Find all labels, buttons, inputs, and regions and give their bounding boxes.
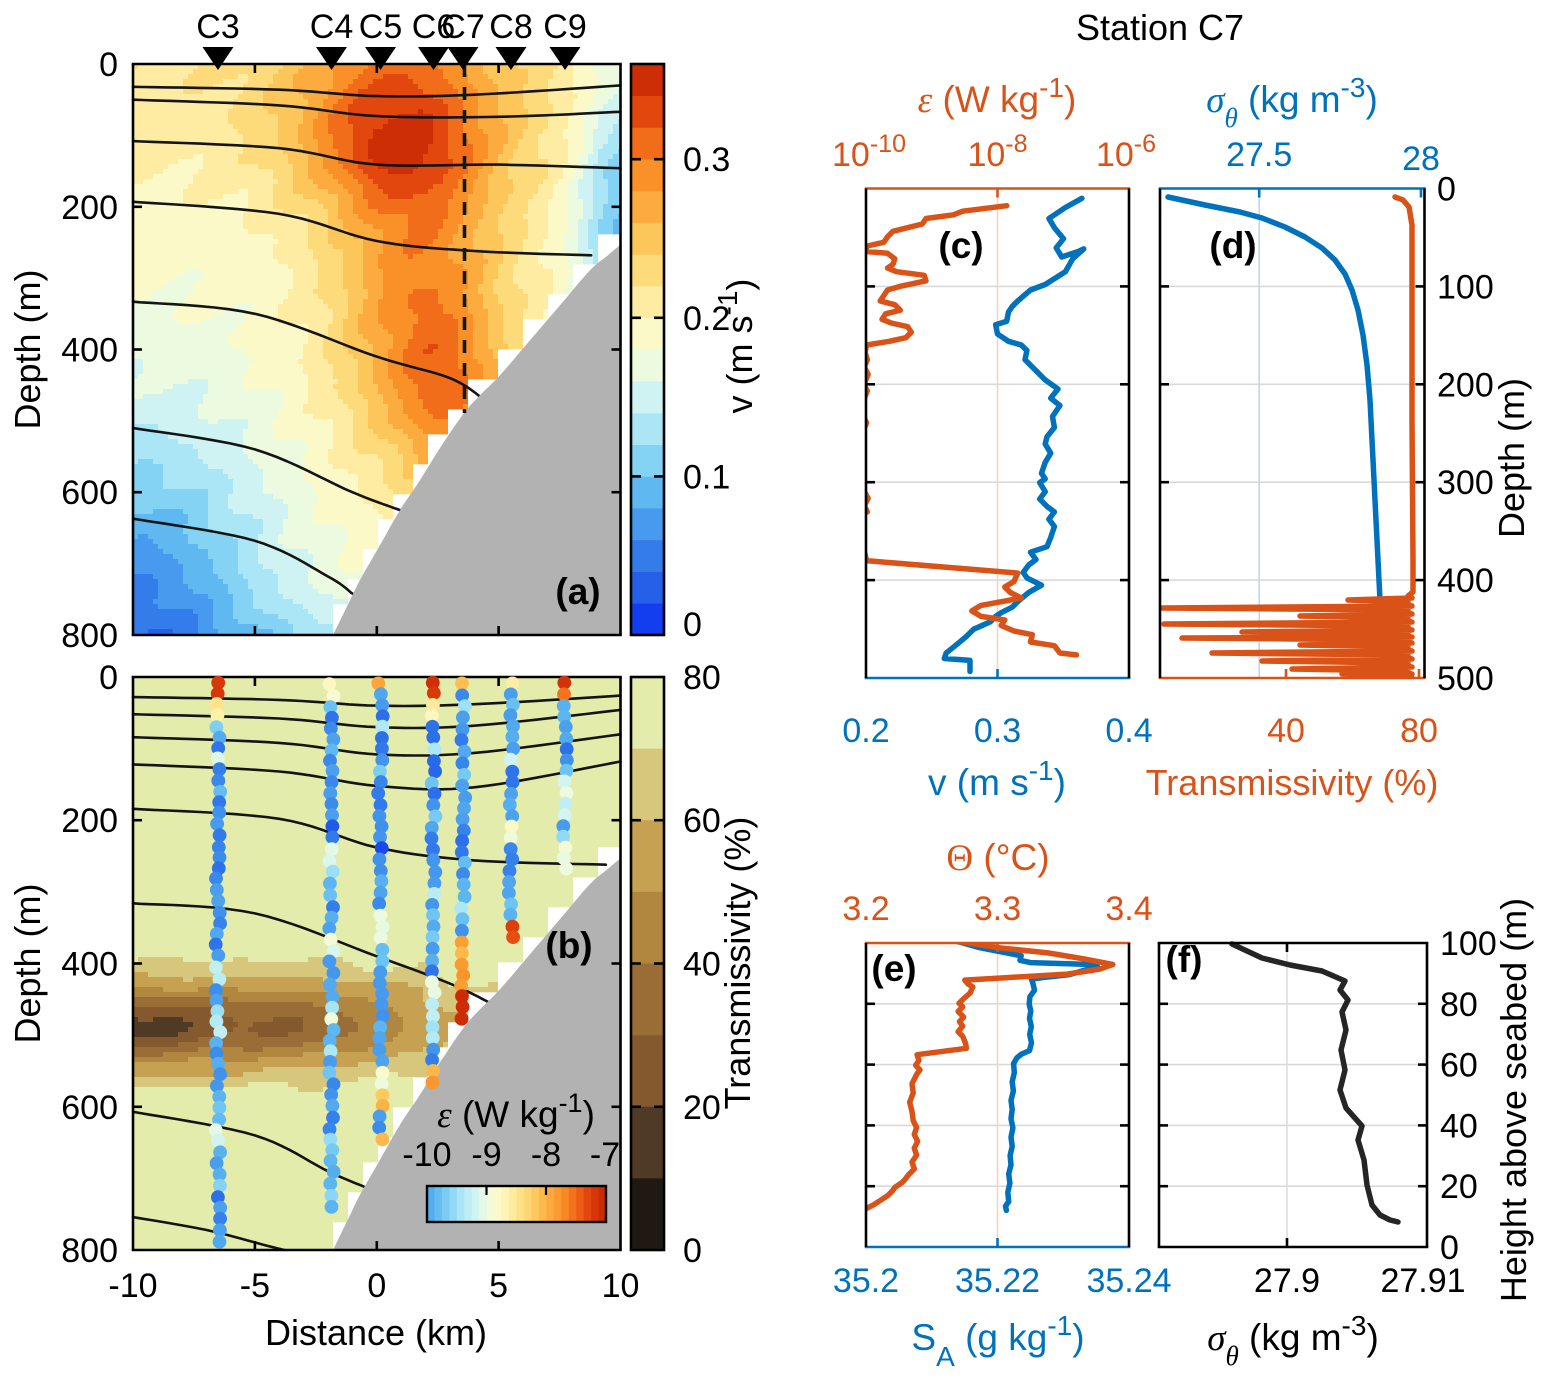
- svg-text:(c): (c): [938, 225, 983, 266]
- svg-text:(f): (f): [1166, 939, 1203, 980]
- svg-text:80: 80: [683, 659, 721, 697]
- svg-text:Station C7: Station C7: [1076, 7, 1244, 48]
- svg-text:Depth (m): Depth (m): [7, 883, 48, 1043]
- svg-text:0: 0: [1437, 171, 1456, 209]
- svg-text:-10: -10: [108, 1267, 157, 1305]
- svg-text:0: 0: [99, 46, 118, 84]
- svg-text:400: 400: [61, 946, 118, 984]
- svg-text:-7: -7: [590, 1136, 620, 1174]
- svg-text:v (m s-1): v (m s-1): [928, 755, 1066, 804]
- svg-text:0.2: 0.2: [842, 712, 889, 750]
- svg-text:60: 60: [683, 802, 721, 840]
- svg-text:Transmissivity (%): Transmissivity (%): [1146, 762, 1439, 803]
- svg-text:500: 500: [1437, 660, 1494, 698]
- svg-text:C9: C9: [543, 8, 586, 46]
- svg-text:100: 100: [1437, 268, 1494, 306]
- svg-text:-5: -5: [240, 1267, 270, 1305]
- svg-text:3.4: 3.4: [1105, 890, 1152, 928]
- svg-text:5: 5: [489, 1267, 508, 1305]
- svg-text:300: 300: [1437, 464, 1494, 502]
- svg-text:100: 100: [1440, 925, 1497, 963]
- svg-text:20: 20: [1440, 1168, 1478, 1206]
- svg-text:0: 0: [99, 659, 118, 697]
- svg-text:0: 0: [683, 1232, 702, 1270]
- svg-text:C3: C3: [196, 8, 239, 46]
- svg-text:3.3: 3.3: [974, 890, 1021, 928]
- svg-text:27.5: 27.5: [1226, 136, 1292, 174]
- svg-text:-8: -8: [531, 1136, 561, 1174]
- svg-text:Depth (m): Depth (m): [7, 269, 48, 429]
- svg-text:600: 600: [61, 474, 118, 512]
- svg-text:ε (W kg-1): ε (W kg-1): [918, 72, 1077, 122]
- svg-text:3.2: 3.2: [842, 890, 889, 928]
- svg-text:0.2: 0.2: [683, 300, 730, 338]
- svg-text:60: 60: [1440, 1047, 1478, 1085]
- svg-text:C7: C7: [441, 8, 484, 46]
- svg-text:(d): (d): [1209, 225, 1256, 266]
- svg-text:80: 80: [1440, 986, 1478, 1024]
- svg-text:C4: C4: [310, 8, 353, 46]
- svg-text:35.24: 35.24: [1086, 1262, 1171, 1300]
- svg-text:0: 0: [1440, 1229, 1459, 1267]
- svg-text:600: 600: [61, 1089, 118, 1127]
- svg-text:Distance (km): Distance (km): [265, 1312, 487, 1353]
- svg-text:800: 800: [61, 617, 118, 655]
- svg-text:0: 0: [367, 1267, 386, 1305]
- svg-text:Height above seabed (m): Height above seabed (m): [1493, 898, 1534, 1302]
- svg-text:40: 40: [683, 946, 721, 984]
- svg-text:Depth (m): Depth (m): [1491, 378, 1532, 538]
- svg-text:35.22: 35.22: [955, 1262, 1040, 1300]
- svg-text:C6: C6: [412, 8, 455, 46]
- svg-text:10: 10: [602, 1267, 640, 1305]
- svg-text:20: 20: [683, 1089, 721, 1127]
- svg-text:200: 200: [61, 802, 118, 840]
- svg-text:200: 200: [61, 189, 118, 227]
- svg-text:400: 400: [61, 332, 118, 370]
- svg-text:C8: C8: [489, 8, 532, 46]
- svg-text:35.2: 35.2: [833, 1262, 899, 1300]
- svg-text:(a): (a): [555, 571, 600, 612]
- svg-text:27.9: 27.9: [1254, 1262, 1320, 1300]
- svg-text:40: 40: [1440, 1107, 1478, 1145]
- svg-text:80: 80: [1400, 712, 1438, 750]
- svg-text:400: 400: [1437, 562, 1494, 600]
- svg-text:27.91: 27.91: [1380, 1262, 1465, 1300]
- svg-text:0: 0: [683, 606, 702, 644]
- svg-text:28: 28: [1402, 140, 1440, 178]
- svg-text:200: 200: [1437, 366, 1494, 404]
- svg-text:0.3: 0.3: [974, 712, 1021, 750]
- svg-text:(b): (b): [545, 925, 592, 966]
- svg-text:10-10: 10-10: [832, 130, 906, 174]
- svg-text:40: 40: [1267, 712, 1305, 750]
- svg-text:0.3: 0.3: [683, 141, 730, 179]
- svg-text:-9: -9: [471, 1136, 501, 1174]
- svg-text:800: 800: [61, 1232, 118, 1270]
- svg-text:0.4: 0.4: [1105, 712, 1152, 750]
- svg-text:Transmissivity (%): Transmissivity (%): [717, 817, 758, 1110]
- svg-text:-10: -10: [402, 1136, 451, 1174]
- svg-text:0.1: 0.1: [683, 458, 730, 496]
- svg-text:(e): (e): [871, 948, 916, 989]
- svg-text:Θ (°C): Θ (°C): [946, 837, 1049, 879]
- svg-text:C5: C5: [359, 8, 402, 46]
